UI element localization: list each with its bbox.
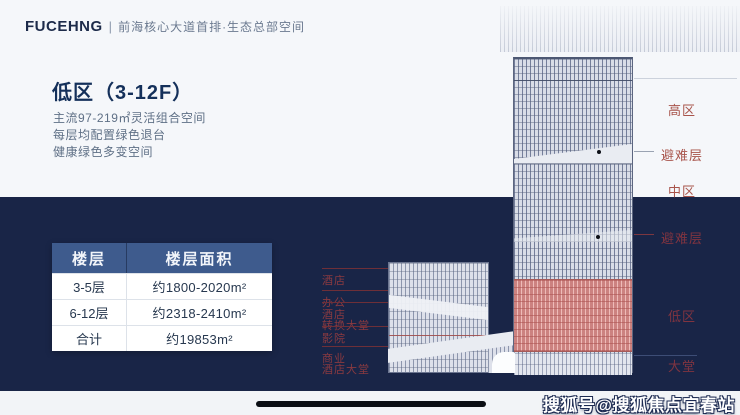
table-header-floor: 楼层 bbox=[52, 243, 127, 273]
function-label-cinema: 影院 bbox=[322, 333, 346, 345]
function-tick bbox=[322, 326, 388, 327]
table-cell-area: 约1800-2020m² bbox=[152, 280, 247, 295]
function-label-hotel: 酒店 bbox=[322, 275, 346, 287]
section-title: 低区（3-12F） bbox=[52, 82, 194, 104]
low-zone-highlight bbox=[514, 279, 632, 352]
lobby-zone bbox=[514, 353, 632, 375]
refuge-marker-dot bbox=[596, 235, 600, 239]
table-row: 6-12层 约2318-2410m² bbox=[52, 299, 272, 325]
feature-line-3: 健康绿色多变空间 bbox=[53, 145, 154, 159]
zone-label-refuge-upper: 避难层 bbox=[660, 148, 703, 163]
function-tick bbox=[322, 302, 388, 303]
brand-tagline: 前海核心大道首排·生态总部空间 bbox=[118, 20, 306, 34]
table-row: 3-5层 约1800-2020m² bbox=[52, 273, 272, 299]
table-cell-area: 约2318-2410m² bbox=[152, 306, 247, 321]
brand-logo: FUCEHNG bbox=[25, 18, 103, 35]
table-cell-area: 约19853m² bbox=[166, 332, 233, 347]
zone-label-lobby: 大堂 bbox=[667, 359, 696, 374]
function-label-hotel-lobby: 酒店大堂 bbox=[322, 364, 370, 376]
leader-line-refuge-upper bbox=[634, 151, 654, 152]
floor-area-table: 楼层 楼层面积 3-5层 约1800-2020m² 6-12层 约2318-24… bbox=[52, 243, 272, 351]
table-cell-floor: 3-5层 bbox=[52, 274, 127, 299]
function-tick bbox=[322, 268, 388, 269]
leader-line-refuge-lower bbox=[634, 234, 654, 235]
table-cell-floor: 6-12层 bbox=[52, 300, 127, 325]
refuge-floor-band-lower bbox=[514, 230, 632, 242]
home-indicator-handle[interactable] bbox=[256, 401, 486, 407]
zone-label-refuge-lower: 避难层 bbox=[660, 231, 703, 246]
table-header-area: 楼层面积 bbox=[165, 250, 234, 268]
podium-cinema-line bbox=[389, 335, 488, 336]
function-tick bbox=[322, 290, 388, 291]
podium-ramp bbox=[389, 294, 488, 321]
tower-building bbox=[513, 57, 633, 375]
brand-header: FUCEHNG | 前海核心大道首排·生态总部空间 bbox=[25, 18, 305, 35]
refuge-floor-band-upper bbox=[514, 144, 632, 164]
lobby-canopy bbox=[492, 352, 515, 373]
tower-section-line bbox=[514, 80, 632, 81]
zone-label-high: 高区 bbox=[667, 103, 696, 118]
leader-line-high-zone bbox=[634, 78, 737, 79]
refuge-marker-dot bbox=[597, 150, 601, 154]
function-label-retail: 商业 bbox=[322, 353, 346, 365]
table-row: 合计 约19853m² bbox=[52, 325, 272, 351]
function-tick bbox=[322, 346, 388, 347]
function-label-office: 办公 bbox=[322, 297, 346, 309]
feature-line-1: 主流97-219㎡灵活组合空间 bbox=[53, 111, 206, 125]
tower-ghost-fade bbox=[500, 6, 740, 52]
watermark-text: 搜狐号@搜狐焦点宜春站 bbox=[542, 396, 735, 415]
leader-line-lobby bbox=[634, 355, 697, 356]
table-header-row: 楼层 楼层面积 bbox=[52, 243, 272, 273]
brand-divider: | bbox=[108, 19, 113, 34]
function-label-hotel-transfer-1: 酒店 bbox=[322, 309, 346, 321]
feature-line-2: 每层均配置绿色退台 bbox=[53, 128, 166, 142]
zone-label-mid: 中区 bbox=[667, 184, 696, 199]
zone-label-low: 低区 bbox=[667, 309, 696, 324]
table-cell-floor: 合计 bbox=[52, 326, 127, 351]
